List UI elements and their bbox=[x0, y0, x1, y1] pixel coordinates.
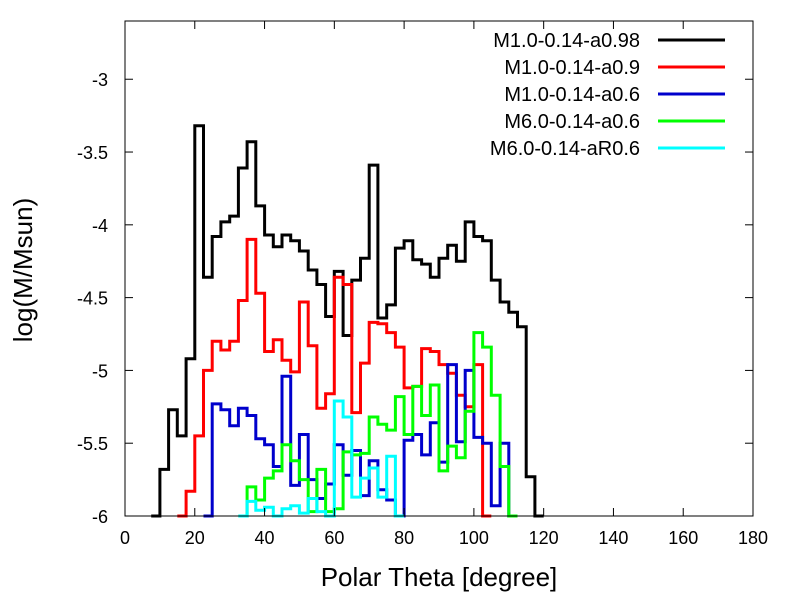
x-tick-label: 60 bbox=[324, 528, 344, 548]
x-tick-label: 40 bbox=[255, 528, 275, 548]
x-axis-label: Polar Theta [degree] bbox=[321, 562, 558, 592]
y-tick-label: -5 bbox=[92, 361, 108, 381]
x-tick-label: 160 bbox=[668, 528, 698, 548]
y-tick-label: -3 bbox=[92, 70, 108, 90]
x-tick-label: 180 bbox=[738, 528, 768, 548]
series-line-4 bbox=[238, 331, 518, 518]
x-tick-label: 80 bbox=[394, 528, 414, 548]
legend-label: M6.0-0.14-aR0.6 bbox=[490, 138, 640, 160]
x-tick-label: 140 bbox=[598, 528, 628, 548]
legend: M1.0-0.14-a0.98 M1.0-0.14-a0.9 M1.0-0.14-a… bbox=[490, 30, 725, 160]
x-tick-label: 100 bbox=[459, 528, 489, 548]
legend-label: M1.0-0.14-a0.98 bbox=[493, 30, 640, 52]
plot-frame bbox=[124, 20, 754, 517]
y-tick-label: -5.5 bbox=[77, 434, 108, 454]
series-line-1 bbox=[151, 124, 544, 518]
x-axis-ticks: 0 20 40 60 80 100 120 140 160 180 bbox=[120, 21, 768, 548]
y-tick-label: -3.5 bbox=[77, 143, 108, 163]
x-tick-label: 20 bbox=[185, 528, 205, 548]
y-axis-label: log(M/Msun) bbox=[8, 198, 38, 342]
legend-label: M6.0-0.14-a0.6 bbox=[504, 111, 640, 133]
legend-label: M1.0-0.14-a0.9 bbox=[504, 57, 640, 79]
y-tick-label: -6 bbox=[92, 507, 108, 527]
series-line-5 bbox=[238, 399, 405, 518]
y-tick-label: -4.5 bbox=[77, 289, 108, 309]
y-axis-ticks: -6 -5.5 -5 -4.5 -4 -3.5 -3 bbox=[77, 70, 753, 527]
series-lines bbox=[151, 124, 544, 518]
series-line-2 bbox=[177, 237, 492, 518]
y-tick-label: -4 bbox=[92, 216, 108, 236]
legend-label: M1.0-0.14-a0.6 bbox=[504, 84, 640, 106]
x-tick-label: 0 bbox=[120, 528, 130, 548]
x-tick-label: 120 bbox=[529, 528, 559, 548]
